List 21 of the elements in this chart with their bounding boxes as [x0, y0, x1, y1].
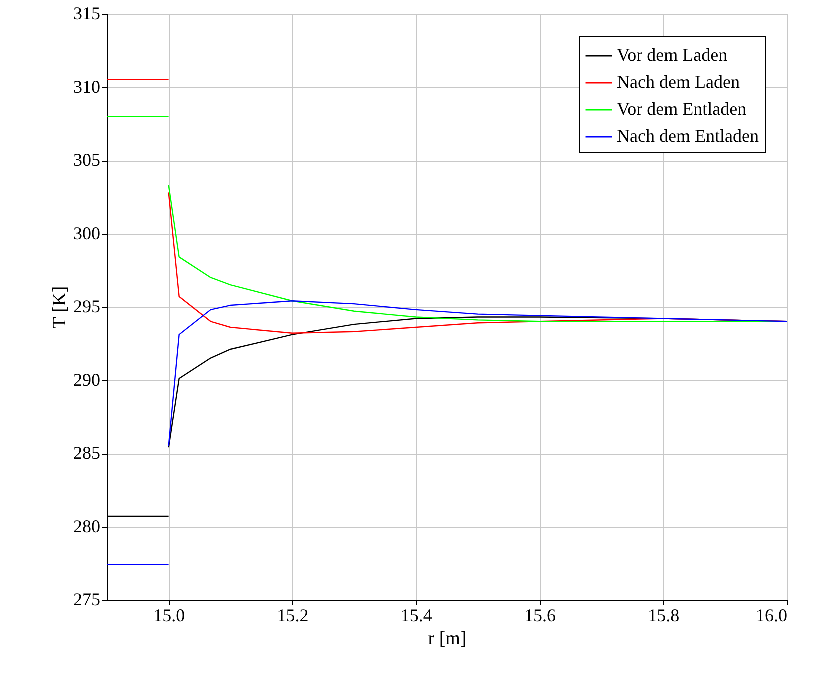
x-tick-label: 15.8	[648, 606, 680, 626]
y-axis-title: T [K]	[50, 286, 70, 329]
y-tick-label: 305	[74, 150, 100, 170]
y-tick-label: 310	[74, 76, 100, 97]
y-tick-label: 280	[74, 516, 100, 536]
y-tick-label: 275	[74, 590, 100, 610]
legend-label: Vor dem Laden	[617, 45, 728, 65]
y-tick-label: 315	[74, 4, 100, 24]
y-tick-label: 290	[74, 370, 100, 390]
x-tick-label: 15.2	[277, 606, 309, 626]
y-tick-label: 295	[74, 296, 100, 316]
legend-label: Vor dem Entladen	[617, 99, 747, 119]
x-tick-label: 15.4	[400, 606, 432, 626]
legend-label: Nach dem Entladen	[617, 126, 759, 146]
x-axis-title: r [m]	[428, 628, 467, 650]
legend-label: Nach dem Laden	[617, 72, 740, 92]
y-tick-label: 285	[74, 443, 100, 463]
x-tick-label: 15.6	[524, 606, 556, 626]
x-tick-label: 16.0	[756, 606, 788, 626]
x-tick-label: 15.0	[154, 606, 186, 626]
y-tick-label: 300	[74, 223, 100, 244]
